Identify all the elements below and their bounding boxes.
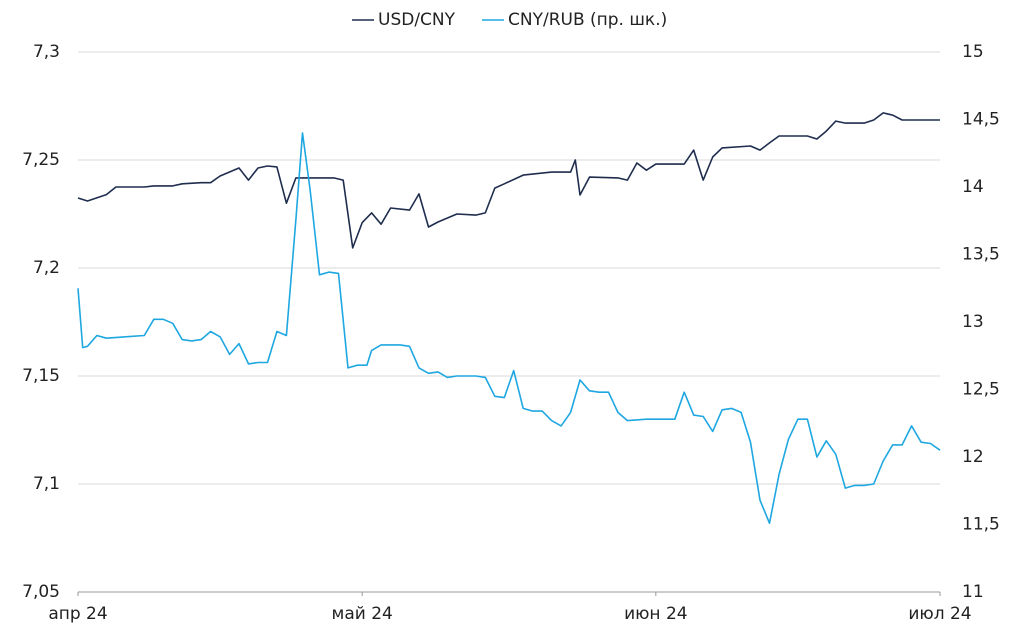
y2-tick-label: 13,5: [962, 245, 1000, 265]
y-tick-label: 7,05: [22, 582, 60, 602]
y-tick-label: 7,1: [33, 474, 60, 494]
x-tick-label: июн 24: [624, 604, 688, 624]
legend-label: USD/CNY: [378, 10, 456, 30]
y-tick-label: 7,25: [22, 150, 60, 170]
y2-tick-label: 13: [962, 312, 984, 332]
y2-tick-label: 12: [962, 447, 984, 467]
y2-tick-label: 14: [962, 177, 984, 197]
x-tick-label: апр 24: [48, 604, 107, 624]
y2-tick-label: 14,5: [962, 110, 1000, 130]
y2-tick-label: 11: [962, 582, 984, 602]
y2-tick-label: 12,5: [962, 380, 1000, 400]
series-line: [77, 112, 940, 249]
y2-tick-label: 15: [962, 42, 984, 62]
x-tick-label: июл 24: [908, 604, 971, 624]
y-tick-label: 7,3: [33, 42, 60, 62]
y2-tick-label: 11,5: [962, 515, 1000, 535]
y-tick-label: 7,15: [22, 366, 60, 386]
x-tick-label: май 24: [332, 604, 393, 624]
series-line: [77, 132, 941, 525]
y-tick-label: 7,2: [33, 258, 60, 278]
legend-label: CNY/RUB (пр. шк.): [508, 10, 667, 30]
